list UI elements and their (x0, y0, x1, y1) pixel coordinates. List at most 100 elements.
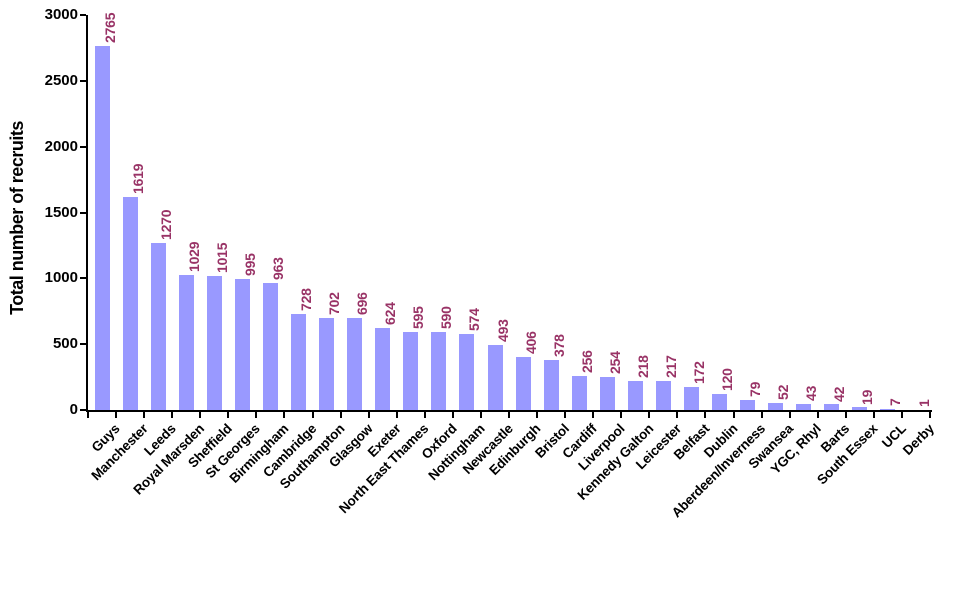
y-tick-label: 3000 (44, 6, 78, 23)
y-tick-mark (80, 79, 86, 82)
bar (150, 243, 166, 410)
bar-value-label: 995 (241, 253, 258, 276)
bar-value-label: 378 (550, 334, 567, 358)
x-tick-mark (87, 412, 89, 418)
x-tick-mark (255, 412, 258, 418)
bar (487, 345, 503, 410)
bar (319, 318, 335, 410)
bar-value-label: 79 (747, 381, 764, 397)
bar-value-label: 172 (690, 361, 707, 385)
y-tick-mark (80, 343, 86, 346)
bar-value-label: 7 (887, 398, 904, 407)
bar-value-label: 217 (662, 355, 679, 379)
x-tick-mark (592, 412, 595, 418)
x-tick-mark (536, 412, 539, 418)
bar (655, 381, 671, 410)
bar-value-label: 696 (354, 292, 371, 316)
x-tick-mark (676, 412, 679, 418)
y-tick-label: 2500 (44, 71, 78, 89)
x-tick-mark (620, 412, 623, 418)
x-tick-mark (900, 412, 903, 418)
bar-value-label: 1015 (213, 243, 230, 274)
x-tick-mark (564, 412, 567, 418)
bar-value-label: 42 (831, 386, 848, 402)
x-tick-mark (339, 412, 342, 418)
bar-value-label: 256 (578, 350, 595, 374)
bar (403, 332, 419, 410)
x-tick-mark (115, 412, 118, 418)
bar (852, 407, 868, 410)
bar-value-label: 218 (634, 355, 651, 379)
bar-value-label: 19 (859, 389, 876, 405)
x-tick-mark (311, 412, 314, 418)
bar (712, 394, 727, 410)
bar (206, 276, 222, 410)
bar-value-label: 2765 (101, 12, 118, 43)
bar (94, 46, 110, 410)
x-tick-mark (199, 412, 202, 418)
x-tick-mark (929, 412, 931, 418)
bar (543, 360, 559, 410)
bar-value-label: 963 (269, 257, 286, 281)
y-tick-label: 1500 (44, 203, 78, 221)
bar-value-label: 120 (719, 368, 735, 392)
bar (234, 279, 250, 410)
x-tick-mark (143, 412, 146, 418)
x-tick-mark (788, 412, 791, 418)
bar (571, 376, 587, 410)
x-tick-mark (732, 412, 735, 418)
bar (178, 275, 194, 410)
bar (347, 318, 363, 410)
bar-value-label: 52 (775, 385, 792, 401)
bar (880, 409, 896, 410)
x-tick-mark (508, 412, 510, 418)
bar-value-label: 728 (298, 288, 314, 312)
bar-value-label: 1270 (157, 209, 174, 240)
bar (515, 357, 531, 410)
y-tick-mark (80, 211, 86, 214)
x-tick-mark (227, 412, 230, 418)
y-tick-mark (80, 145, 86, 148)
y-tick-mark (80, 277, 86, 280)
bar-value-label: 702 (326, 291, 343, 315)
bar (122, 197, 138, 410)
y-tick-label: 0 (69, 401, 78, 418)
y-axis-line (86, 15, 88, 412)
x-tick-mark (171, 412, 174, 418)
x-tick-mark (872, 412, 875, 418)
x-tick-mark (648, 412, 651, 418)
bar-value-label: 624 (382, 302, 399, 325)
bar (459, 334, 475, 410)
y-tick-label: 1000 (44, 269, 78, 287)
x-tick-label: Derby (899, 421, 937, 458)
x-tick-mark (367, 412, 370, 418)
y-tick-mark (80, 14, 86, 16)
bar-value-label: 590 (438, 306, 455, 330)
x-tick-mark (423, 412, 426, 418)
bar (291, 314, 306, 410)
bar (375, 328, 391, 410)
bar-value-label: 1029 (185, 241, 202, 272)
bar-value-label: 574 (466, 308, 483, 332)
bar (768, 403, 784, 410)
bar (599, 377, 615, 410)
y-tick-mark (80, 409, 86, 411)
bar (431, 332, 447, 410)
x-tick-mark (395, 412, 398, 418)
bar-value-label: 1619 (129, 163, 146, 194)
y-tick-label: 500 (52, 335, 78, 353)
x-tick-mark (816, 412, 819, 418)
x-tick-mark (283, 412, 286, 418)
y-tick-label: 2000 (44, 137, 78, 155)
bar (262, 283, 278, 410)
bar (824, 404, 840, 410)
x-tick-mark (451, 412, 454, 418)
x-tick-mark (760, 412, 763, 418)
bar (740, 400, 756, 410)
bar (627, 381, 643, 410)
x-tick-mark (704, 412, 707, 418)
x-axis-line (86, 410, 932, 412)
x-tick-mark (844, 412, 847, 418)
x-tick-mark (479, 412, 482, 418)
